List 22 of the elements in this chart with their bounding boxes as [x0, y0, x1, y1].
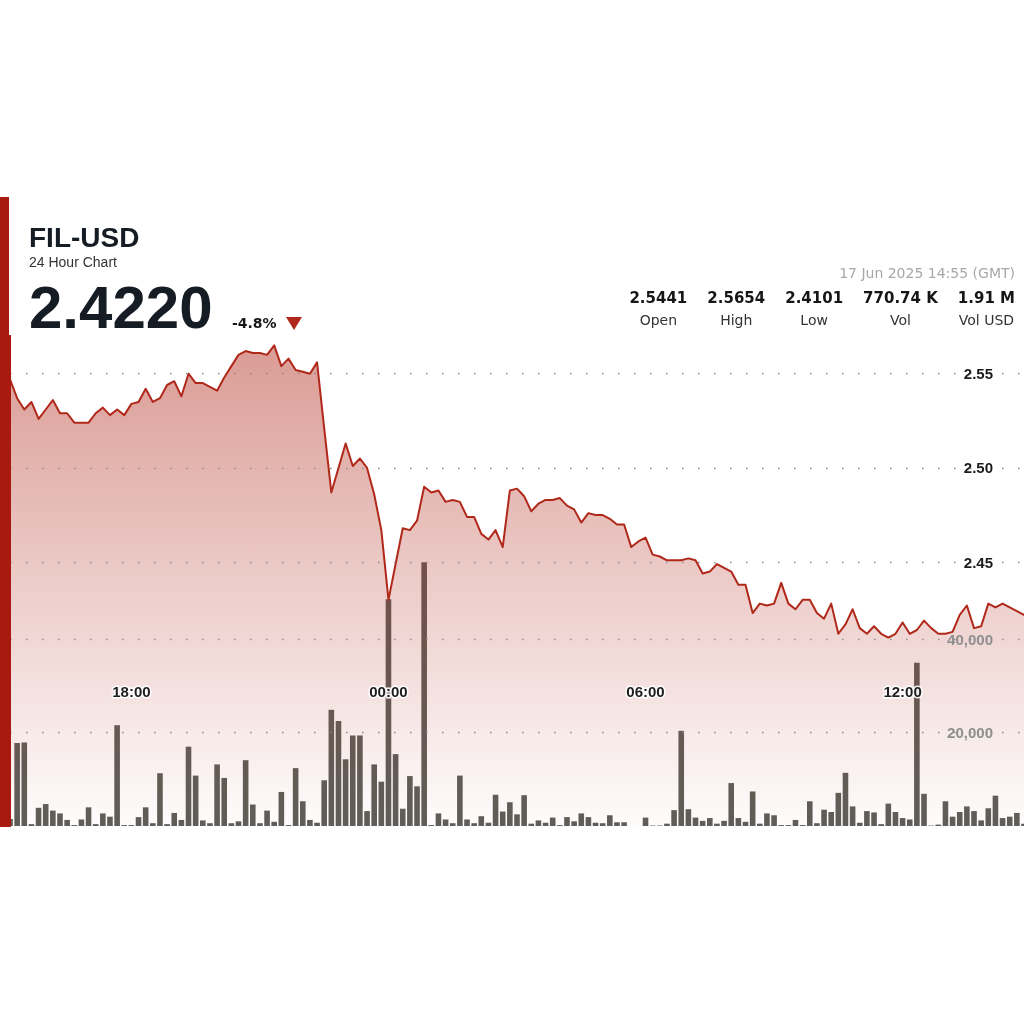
text: 1.91 M — [957, 289, 1015, 307]
y2-tick-label: 20,000 — [947, 724, 993, 742]
text: High — [720, 312, 753, 329]
chart-title: FIL-USD — [29, 221, 140, 253]
text: Low — [800, 312, 828, 329]
text: Vol USD — [958, 312, 1015, 329]
text: Vol — [889, 312, 911, 329]
text: -4.8% — [232, 315, 277, 332]
text: Open — [639, 312, 678, 329]
y-tick-label: 2.55 — [963, 365, 993, 383]
y-tick-label: 2.50 — [963, 459, 993, 477]
y-tick-label: 2.45 — [963, 553, 993, 571]
text: 2.4101 — [785, 289, 844, 307]
text: 770.74 K — [863, 289, 938, 307]
x-tick-label: 06:00 — [626, 683, 665, 700]
text: 2.5441 — [629, 289, 688, 307]
text: 17 Jun 2025 14:55 (GMT) — [839, 265, 1015, 282]
x-tick-label: 18:00 — [112, 683, 151, 700]
chart-subtitle: 24 Hour Chart — [29, 254, 118, 270]
text: 2.5654 — [707, 289, 766, 307]
annotation: 2.4220 — [29, 274, 213, 341]
y2-tick-label: 40,000 — [947, 630, 993, 648]
